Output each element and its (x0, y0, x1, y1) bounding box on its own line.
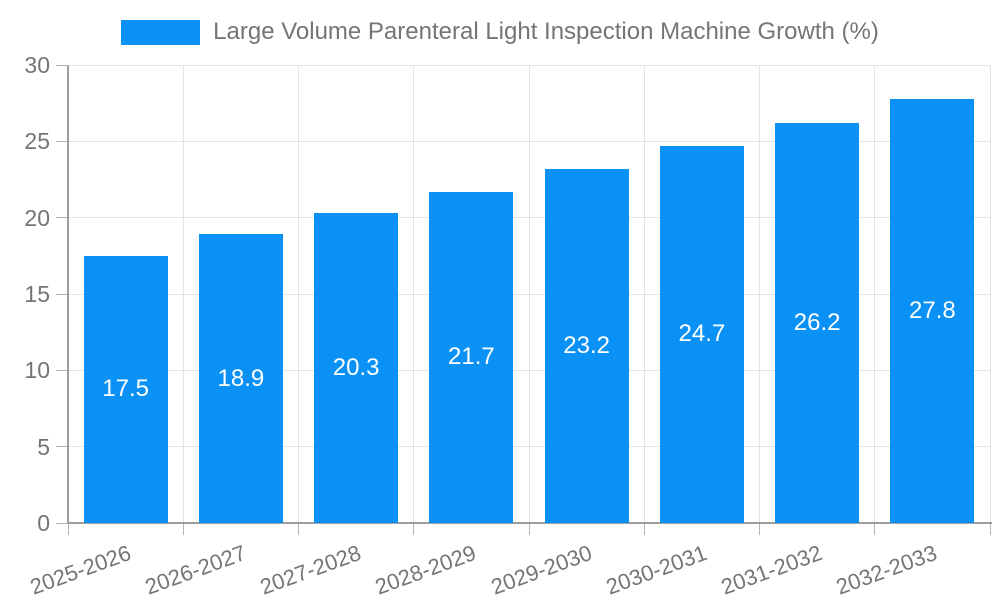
y-axis-tick-mark (56, 140, 68, 142)
bar[interactable] (314, 213, 399, 523)
x-axis-line (67, 522, 992, 524)
bar-value-label: 18.9 (217, 364, 265, 392)
gridline-vertical (643, 65, 645, 523)
bar-value-label: 21.7 (448, 343, 495, 371)
gridline-vertical (989, 65, 991, 523)
y-axis-line (67, 65, 69, 523)
y-axis-tick-label: 20 (24, 204, 50, 231)
gridline-vertical (759, 65, 760, 523)
x-axis-tick-mark (874, 524, 876, 535)
y-axis-tick-label: 10 (24, 357, 50, 384)
x-axis-tick-mark (643, 524, 645, 535)
x-axis-tick-mark (528, 524, 530, 535)
y-axis-tick-label: 25 (24, 128, 50, 155)
bar-value-label: 24.7 (678, 320, 726, 348)
gridline-vertical (874, 65, 876, 523)
bar-value-label: 27.8 (909, 296, 956, 324)
gridline-vertical (182, 65, 184, 523)
gridline-vertical (528, 65, 530, 523)
legend-label: Large Volume Parenteral Light Inspection… (213, 18, 879, 45)
y-axis-tick-mark (56, 64, 68, 66)
y-axis-tick-label: 15 (24, 281, 50, 307)
bar[interactable] (198, 234, 283, 523)
y-axis-tick-mark (56, 293, 68, 295)
y-axis-tick-mark (56, 522, 68, 524)
bar[interactable] (659, 145, 744, 523)
x-axis-tick-mark (759, 524, 760, 535)
bar-value-label: 17.5 (102, 375, 149, 403)
y-axis-tick-mark (56, 446, 68, 448)
x-axis-tick-mark (182, 524, 184, 535)
bar[interactable] (775, 123, 860, 523)
bar-value-label: 23.2 (563, 331, 610, 359)
y-axis-tick-label: 5 (37, 433, 50, 460)
y-axis-tick-mark (56, 369, 68, 371)
bar[interactable] (890, 98, 975, 523)
bar[interactable] (83, 255, 168, 523)
gridline-vertical (413, 65, 415, 523)
y-axis-tick-label: 30 (24, 52, 50, 78)
x-axis-tick-mark (989, 524, 991, 535)
x-axis-tick-mark (413, 524, 415, 535)
gridline-vertical (298, 65, 299, 523)
y-axis-tick-label: 0 (37, 510, 50, 536)
y-axis-tick-mark (56, 217, 68, 219)
legend-color-swatch (121, 19, 201, 45)
bar-value-label: 26.2 (793, 309, 841, 336)
bar[interactable] (429, 191, 514, 523)
x-axis-tick-mark (298, 524, 299, 535)
bar[interactable] (544, 168, 629, 523)
chart-legend[interactable]: Large Volume Parenteral Light Inspection… (0, 18, 1000, 46)
x-axis-tick-mark (67, 524, 69, 535)
bar-value-label: 20.3 (332, 354, 380, 382)
